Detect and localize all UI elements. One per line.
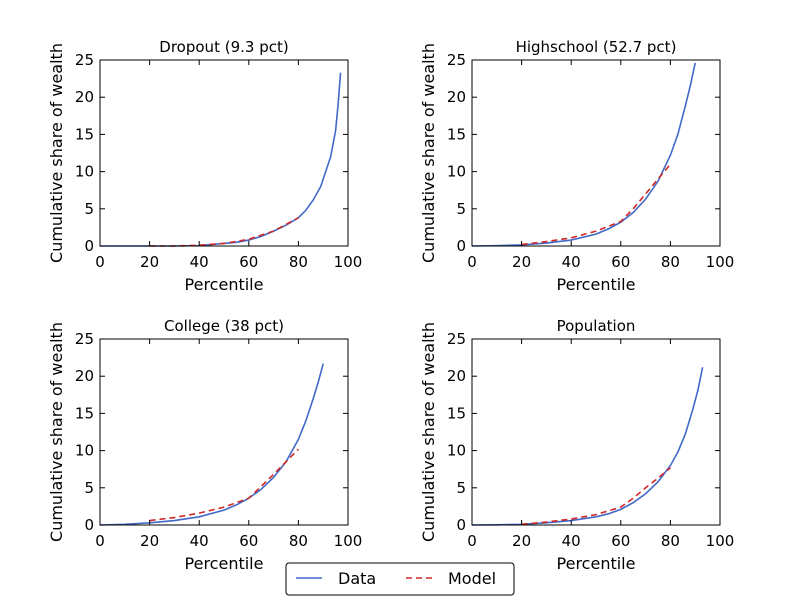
subplot-title: Highschool (52.7 pct) <box>516 38 677 56</box>
y-tick-label: 0 <box>456 237 466 255</box>
y-tick-label: 20 <box>447 88 466 106</box>
x-tick-label: 80 <box>661 532 680 550</box>
legend: Data Model <box>285 562 515 596</box>
y-tick-label: 20 <box>75 88 94 106</box>
y-tick-label: 15 <box>447 404 466 422</box>
x-tick-label: 0 <box>95 253 105 271</box>
series-line-data <box>471 62 696 247</box>
x-tick-label: 0 <box>95 532 105 550</box>
x-tick-label: 100 <box>334 253 363 271</box>
y-tick-label: 20 <box>75 367 94 385</box>
y-tick-label: 25 <box>75 330 94 348</box>
y-tick-label: 15 <box>75 404 94 422</box>
y-tick-label: 15 <box>447 125 466 143</box>
subplot-4: 0 20 40 60 80 100 0 5 10 15 20 25 Population Percenti… <box>419 317 734 573</box>
y-axis-label: Cumulative share of wealth <box>419 322 438 542</box>
y-tick-label: 20 <box>447 367 466 385</box>
x-axis-label: Percentile <box>185 554 264 573</box>
x-tick-label: 40 <box>562 253 581 271</box>
x-tick-label: 40 <box>190 532 209 550</box>
series-line-model <box>521 467 671 526</box>
subplot-2: 0 20 40 60 80 100 0 5 10 15 20 25 Highschool (52.7 p… <box>419 38 734 294</box>
x-tick-label: 60 <box>611 253 630 271</box>
series-line-data <box>471 367 704 526</box>
y-tick-label: 10 <box>447 442 466 460</box>
x-tick-label: 40 <box>190 253 209 271</box>
series-line-model <box>521 163 672 246</box>
y-tick-label: 5 <box>84 200 94 218</box>
y-tick-label: 10 <box>75 163 94 181</box>
subplot-title: College (38 pct) <box>164 317 284 335</box>
y-axis-label: Cumulative share of wealth <box>419 43 438 263</box>
x-tick-label: 80 <box>289 253 308 271</box>
subplot-title: Population <box>557 317 636 335</box>
legend-label-model: Model <box>448 569 496 588</box>
y-tick-label: 0 <box>84 237 94 255</box>
y-tick-label: 25 <box>447 51 466 69</box>
y-axis-label: Cumulative share of wealth <box>47 43 66 263</box>
y-tick-label: 5 <box>84 479 94 497</box>
x-axis-label: Percentile <box>185 275 264 294</box>
series-line-model <box>149 217 299 247</box>
x-tick-label: 20 <box>512 253 531 271</box>
y-tick-label: 0 <box>84 516 94 534</box>
y-tick-label: 5 <box>456 200 466 218</box>
y-tick-label: 10 <box>75 442 94 460</box>
x-tick-label: 60 <box>239 253 258 271</box>
axes-frame <box>471 338 721 526</box>
x-tick-label: 100 <box>334 532 363 550</box>
x-tick-label: 100 <box>706 532 735 550</box>
x-tick-label: 20 <box>140 253 159 271</box>
x-tick-label: 80 <box>289 532 308 550</box>
x-tick-label: 60 <box>611 532 630 550</box>
x-tick-label: 100 <box>706 253 735 271</box>
y-tick-label: 10 <box>447 163 466 181</box>
series-line-model <box>149 448 299 522</box>
axes-frame <box>99 59 349 247</box>
subplot-3: 0 20 40 60 80 100 0 5 10 15 20 25 College (38 pct) Pe… <box>47 317 362 573</box>
axes-frame <box>99 338 349 526</box>
legend-label-data: Data <box>338 569 376 588</box>
x-tick-label: 0 <box>467 532 477 550</box>
x-tick-label: 20 <box>140 532 159 550</box>
y-tick-label: 0 <box>456 516 466 534</box>
y-tick-label: 15 <box>75 125 94 143</box>
y-axis-label: Cumulative share of wealth <box>47 322 66 542</box>
series-line-data <box>99 363 324 526</box>
x-tick-label: 80 <box>661 253 680 271</box>
axes-frame <box>471 59 721 247</box>
x-axis-label: Percentile <box>557 275 636 294</box>
subplot-title: Dropout (9.3 pct) <box>159 38 288 56</box>
legend-box <box>285 562 515 596</box>
y-tick-label: 25 <box>447 330 466 348</box>
x-tick-label: 60 <box>239 532 258 550</box>
x-tick-label: 0 <box>467 253 477 271</box>
subplot-1: 0 20 40 60 80 100 0 5 10 15 20 25 Dropout (9.3 pct) P… <box>47 38 362 294</box>
x-tick-label: 20 <box>512 532 531 550</box>
y-tick-label: 25 <box>75 51 94 69</box>
x-axis-label: Percentile <box>557 554 636 573</box>
y-tick-label: 5 <box>456 479 466 497</box>
x-tick-label: 40 <box>562 532 581 550</box>
series-line-data <box>100 72 342 247</box>
